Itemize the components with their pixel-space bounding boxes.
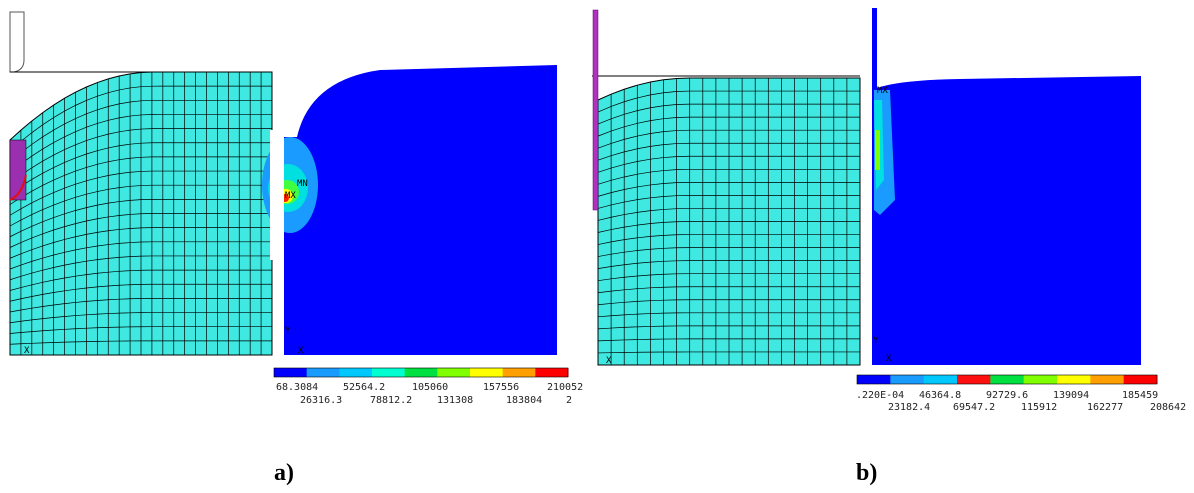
legend-swatch: [857, 375, 891, 384]
note: X: [606, 356, 612, 366]
tool: [593, 10, 598, 210]
legend-label: 162277: [1087, 402, 1123, 413]
note: MN: [297, 179, 308, 189]
legend-label: 2: [566, 395, 572, 406]
legend-swatch: [307, 368, 340, 377]
legend-label: 69547.2: [953, 402, 995, 413]
legend-swatch: [1124, 375, 1158, 384]
note: X: [24, 346, 30, 356]
mask: [270, 130, 284, 260]
legend-label: 78812.2: [370, 395, 412, 406]
legend-swatch: [274, 368, 307, 377]
legend-label: 26316.3: [300, 395, 342, 406]
legend-swatch: [470, 368, 503, 377]
panel-label: b): [856, 460, 877, 486]
legend-swatch: [990, 375, 1024, 384]
contour-band: [875, 130, 880, 170]
legend-swatch: [924, 375, 958, 384]
legend-swatch: [1057, 375, 1091, 384]
legend-swatch: [957, 375, 991, 384]
note: X: [298, 346, 304, 356]
note: MX: [285, 191, 296, 201]
legend-label: 208642: [1150, 402, 1186, 413]
legend-swatch: [372, 368, 405, 377]
legend-label: .220E-04: [856, 390, 904, 401]
drawing: [10, 8, 1158, 384]
tool-tip: [10, 140, 26, 200]
legend-swatch: [1090, 375, 1124, 384]
legend-label: 131308: [437, 395, 473, 406]
legend-swatch: [535, 368, 568, 377]
contour-body: [284, 65, 557, 355]
legend-swatch: [405, 368, 438, 377]
legend-label: 52564.2: [343, 382, 385, 393]
legend-label: 139094: [1053, 390, 1089, 401]
legend-label: 46364.8: [919, 390, 961, 401]
note: Y: [285, 326, 291, 336]
legend-label: 185459: [1122, 390, 1158, 401]
legend-label: 157556: [483, 382, 519, 393]
legend-swatch: [339, 368, 372, 377]
legend-swatch: [890, 375, 924, 384]
legend-swatch: [437, 368, 470, 377]
contour-body: [872, 76, 1141, 365]
legend-label: 92729.6: [986, 390, 1028, 401]
figure: MN MX Y X X MX Y X X 68.3084 52564.2 105…: [0, 0, 1194, 493]
note: X: [886, 354, 892, 364]
legend-label: 23182.4: [888, 402, 930, 413]
tool: [10, 12, 24, 72]
tool: [872, 8, 877, 90]
panel-label: a): [274, 460, 294, 486]
note: Y: [873, 336, 879, 346]
legend-label: 115912: [1021, 402, 1057, 413]
legend-label: 210052: [547, 382, 583, 393]
legend-swatch: [503, 368, 536, 377]
legend-label: 105060: [412, 382, 448, 393]
note: MX: [877, 86, 888, 96]
legend-swatch: [1024, 375, 1058, 384]
legend-label: 183804: [506, 395, 542, 406]
legend-label: 68.3084: [276, 382, 318, 393]
